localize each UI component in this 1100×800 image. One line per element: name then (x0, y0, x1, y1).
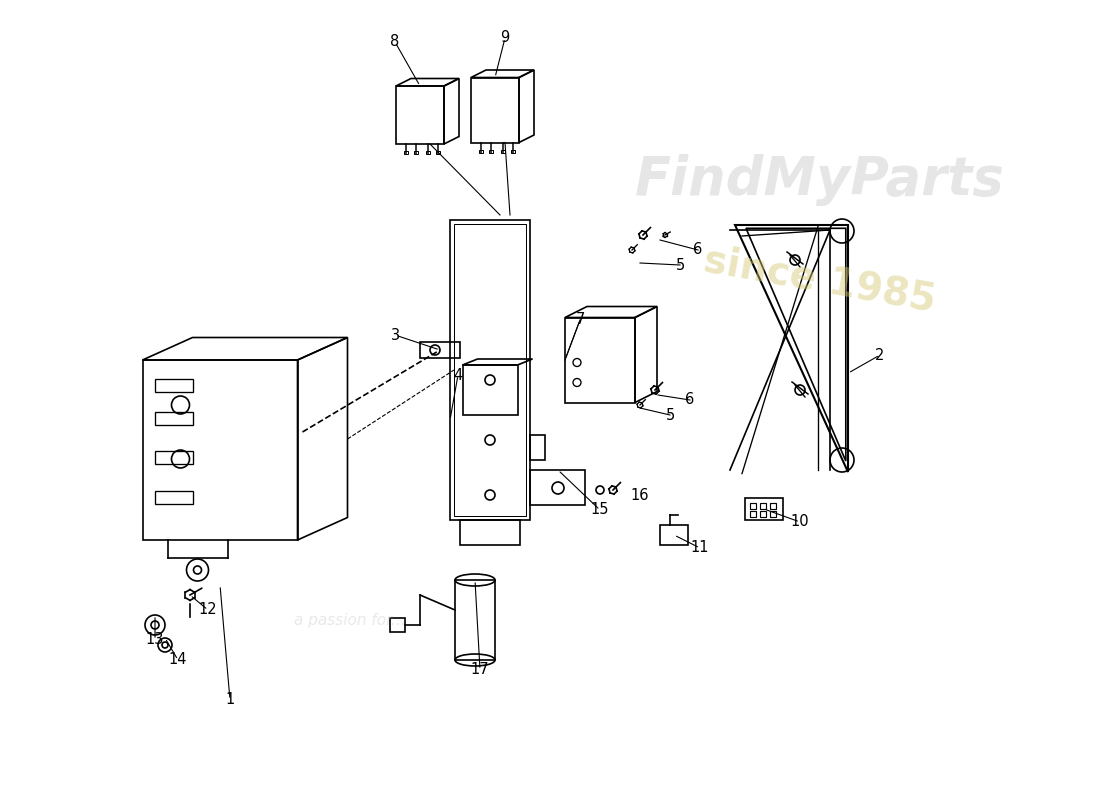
Bar (478, 150, 483, 153)
Text: 16: 16 (630, 487, 649, 502)
Bar (390, 618, 405, 632)
Bar (436, 151, 440, 154)
Bar (512, 150, 515, 153)
Bar (462, 365, 517, 415)
Text: 6: 6 (693, 242, 703, 258)
Bar (745, 498, 783, 520)
Text: FindMyParts: FindMyParts (635, 154, 1005, 206)
Bar (154, 412, 192, 425)
Text: 13: 13 (146, 633, 164, 647)
Bar (154, 491, 192, 504)
Bar (500, 150, 505, 153)
Text: 5: 5 (666, 407, 674, 422)
Bar (770, 503, 776, 509)
Text: 9: 9 (500, 30, 509, 46)
Bar (660, 525, 688, 545)
Bar (454, 224, 526, 516)
Text: 6: 6 (685, 393, 694, 407)
Text: 2: 2 (876, 347, 884, 362)
Text: 11: 11 (691, 541, 710, 555)
Text: 15: 15 (591, 502, 609, 518)
Text: 7: 7 (575, 313, 585, 327)
Bar (770, 511, 776, 517)
Text: 3: 3 (390, 327, 399, 342)
Text: 8: 8 (390, 34, 399, 50)
Bar (455, 580, 495, 660)
Text: 4: 4 (453, 367, 463, 382)
Text: a passion for...: a passion for... (294, 613, 406, 627)
Bar (490, 150, 493, 153)
Bar (760, 503, 766, 509)
Bar (154, 451, 192, 464)
Text: 14: 14 (168, 653, 187, 667)
Bar (750, 503, 756, 509)
Bar (154, 379, 192, 392)
Bar (426, 151, 430, 154)
Text: 5: 5 (675, 258, 684, 273)
Bar (460, 520, 520, 545)
Bar (450, 220, 530, 520)
Text: since 1985: since 1985 (701, 241, 939, 319)
Bar (530, 470, 585, 505)
Bar (420, 342, 460, 358)
Text: 17: 17 (471, 662, 490, 678)
Bar (414, 151, 418, 154)
Text: 1: 1 (226, 693, 234, 707)
Text: 12: 12 (199, 602, 218, 618)
Bar (404, 151, 408, 154)
Bar (750, 511, 756, 517)
Text: 10: 10 (791, 514, 810, 530)
Bar (760, 511, 766, 517)
